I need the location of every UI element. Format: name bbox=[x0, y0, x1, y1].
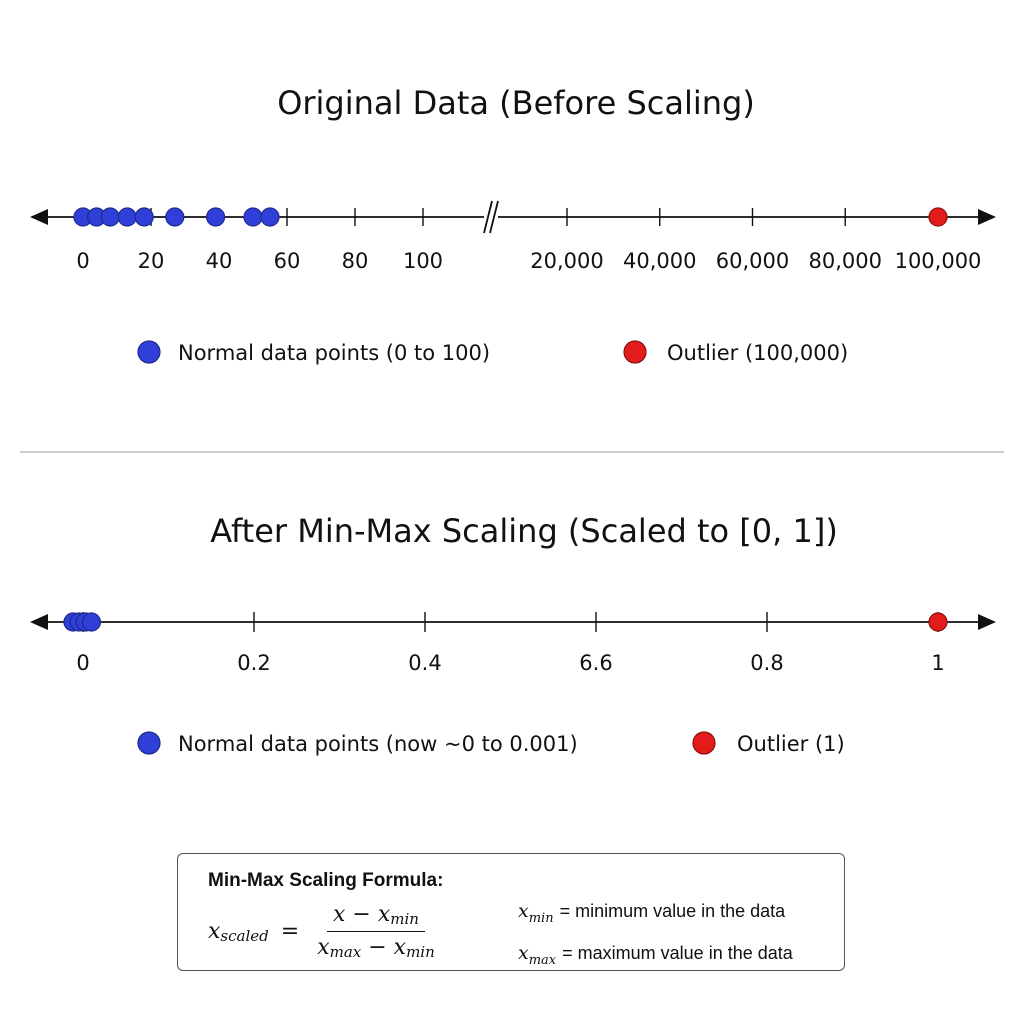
formula-definitions: xmin = minimum value in the data xmax = … bbox=[518, 894, 793, 978]
top-tick-label: 0 bbox=[76, 249, 89, 273]
bottom-title: After Min-Max Scaling (Scaled to [0, 1]) bbox=[210, 512, 838, 550]
bottom-ticks: 0 0.2 0.4 6.6 0.8 1 bbox=[76, 612, 945, 675]
legend-normal-label: Normal data points (0 to 100) bbox=[178, 341, 490, 365]
normal-data-point bbox=[243, 207, 263, 227]
formula-heading: Min-Max Scaling Formula: bbox=[208, 870, 444, 891]
bottom-tick-label: 0.8 bbox=[750, 651, 783, 675]
normal-data-point bbox=[134, 207, 154, 227]
outlier-point bbox=[928, 612, 948, 632]
legend-outlier-label: Outlier (100,000) bbox=[667, 341, 848, 365]
bottom-axis-right-arrow bbox=[978, 614, 996, 630]
top-axis bbox=[30, 200, 996, 234]
top-legend: Normal data points (0 to 100) Outlier (1… bbox=[137, 340, 848, 365]
def-min: xmin = minimum value in the data bbox=[518, 900, 786, 926]
legend-outlier-label: Outlier (1) bbox=[737, 732, 845, 756]
top-tick-label: 40,000 bbox=[623, 249, 696, 273]
normal-data-point bbox=[165, 207, 185, 227]
normal-data-point bbox=[206, 207, 226, 227]
formula-box: Min-Max Scaling Formula: xscaled = x − x… bbox=[177, 853, 845, 971]
top-axis-left-arrow bbox=[30, 209, 48, 225]
bottom-points bbox=[63, 612, 948, 632]
formula-fraction: x − xmin xmax − xmin bbox=[311, 902, 441, 961]
top-tick-label: 100 bbox=[403, 249, 443, 273]
formula-denominator: xmax − xmin bbox=[317, 935, 435, 961]
axis-break bbox=[483, 200, 499, 234]
top-tick-label: 100,000 bbox=[895, 249, 982, 273]
normal-data-point bbox=[117, 207, 137, 227]
bottom-tick-label: 6.6 bbox=[579, 651, 612, 675]
top-tick-label: 60,000 bbox=[716, 249, 789, 273]
top-tick-label: 80,000 bbox=[809, 249, 882, 273]
legend-normal-marker bbox=[137, 731, 161, 755]
bottom-tick-label: 0.4 bbox=[408, 651, 441, 675]
normal-data-point bbox=[81, 612, 102, 632]
top-tick-label: 40 bbox=[206, 249, 233, 273]
def-max: xmax = maximum value in the data bbox=[518, 941, 793, 968]
legend-normal-label: Normal data points (now ~0 to 0.001) bbox=[178, 732, 578, 756]
top-title: Original Data (Before Scaling) bbox=[277, 84, 755, 122]
legend-outlier-marker bbox=[623, 340, 647, 364]
formula-equation: xscaled = x − xmin xmax − xmin bbox=[208, 902, 441, 961]
formula-numerator: x − xmin bbox=[327, 902, 425, 932]
top-tick-label: 20 bbox=[138, 249, 165, 273]
legend-normal-marker bbox=[137, 340, 161, 364]
bottom-axis bbox=[30, 614, 996, 630]
bottom-tick-label: 1 bbox=[931, 651, 944, 675]
top-axis-right-arrow bbox=[978, 209, 996, 225]
top-tick-label: 20,000 bbox=[530, 249, 603, 273]
top-tick-label: 80 bbox=[342, 249, 369, 273]
bottom-axis-left-arrow bbox=[30, 614, 48, 630]
formula-lhs: xscaled bbox=[208, 918, 269, 945]
top-ticks: 0 20 40 60 80 100 20,000 40,000 60,000 80,000 100,… bbox=[76, 208, 981, 273]
scaling-diagram: Original Data (Before Scaling) 0 20 40 60 80… bbox=[20, 84, 1004, 756]
normal-data-point bbox=[260, 207, 280, 227]
outlier-point bbox=[928, 207, 948, 227]
bottom-tick-label: 0 bbox=[76, 651, 89, 675]
normal-data-point bbox=[100, 207, 120, 227]
bottom-legend: Normal data points (now ~0 to 0.001) Out… bbox=[137, 731, 845, 756]
top-points bbox=[73, 207, 948, 227]
bottom-tick-label: 0.2 bbox=[237, 651, 270, 675]
equals-sign: = bbox=[280, 919, 300, 944]
legend-outlier-marker bbox=[692, 731, 716, 755]
top-tick-label: 60 bbox=[274, 249, 301, 273]
